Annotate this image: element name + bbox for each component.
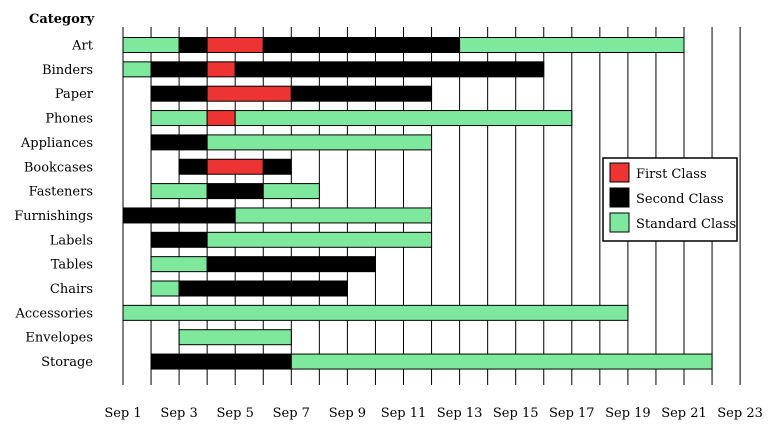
bar-labels-standard-class: [206, 231, 433, 248]
bar-fasteners-second-class: [206, 183, 264, 200]
bar-accessories-standard-class: [122, 304, 629, 321]
category-label-appliances: Appliances: [20, 136, 93, 151]
bar-fasteners-standard-class: [150, 183, 208, 200]
bar-binders-second-class: [234, 61, 545, 78]
category-label-labels: Labels: [50, 233, 93, 248]
bar-furnishings-standard-class: [234, 207, 433, 224]
bar-paper-second-class: [150, 85, 208, 102]
category-label-binders: Binders: [42, 63, 93, 78]
legend-swatch-standard-class: [609, 212, 630, 233]
category-label-envelopes: Envelopes: [25, 331, 93, 346]
bar-storage-standard-class: [290, 353, 713, 370]
bar-fasteners-standard-class: [262, 183, 320, 200]
x-tick-labels: Sep 1 Sep 3 Sep 5 Sep 7 Sep 9 Sep 11 Sep 13 Sep…: [104, 406, 763, 421]
category-label-bookcases: Bookcases: [24, 160, 93, 175]
category-label-storage: Storage: [41, 355, 93, 370]
y-axis-title: Category: [29, 12, 95, 27]
x-tick-label: Sep 3: [160, 406, 197, 421]
category-label-chairs: Chairs: [50, 282, 93, 297]
x-tick-label: Sep 11: [381, 406, 427, 421]
legend-label-standard-class: Standard Class: [636, 217, 736, 232]
legend-swatch-second-class: [609, 187, 630, 208]
bar-furnishings-second-class: [122, 207, 236, 224]
x-tick-label: Sep 9: [329, 406, 366, 421]
bar-paper-second-class: [290, 85, 433, 102]
bar-phones-standard-class: [234, 110, 573, 127]
category-label-paper: Paper: [55, 87, 94, 102]
bar-art-second-class: [178, 37, 208, 53]
x-tick-label: Sep 7: [273, 406, 310, 421]
category-labels: Art Binders Paper Phones Appliances Bookcases…: [14, 39, 93, 371]
legend-label-second-class: Second Class: [636, 192, 724, 207]
bar-art-standard-class: [459, 37, 685, 53]
bar-chairs-second-class: [178, 280, 348, 297]
bar-art-standard-class: [122, 37, 180, 53]
bar-appliances-second-class: [150, 134, 208, 151]
bar-envelopes-standard-class: [178, 329, 292, 346]
legend: First Class Second Class Standard Class: [602, 157, 738, 242]
bar-bookcases-second-class: [178, 158, 208, 175]
bar-phones-first-class: [206, 110, 236, 127]
bar-tables-second-class: [206, 256, 376, 273]
x-tick-label: Sep 17: [549, 406, 595, 421]
category-label-tables: Tables: [51, 258, 93, 273]
bar-bookcases-first-class: [206, 158, 264, 175]
bar-labels-second-class: [150, 231, 208, 248]
category-label-art: Art: [71, 39, 94, 54]
category-label-fasteners: Fasteners: [29, 185, 93, 200]
x-tick-label: Sep 15: [493, 406, 539, 421]
x-tick-label: Sep 23: [717, 406, 763, 421]
bar-art-first-class: [206, 37, 264, 53]
legend-label-first-class: First Class: [636, 167, 707, 182]
x-tick-label: Sep 21: [661, 406, 707, 421]
bar-binders-standard-class: [122, 61, 152, 78]
category-label-accessories: Accessories: [14, 306, 93, 321]
bar-storage-second-class: [150, 353, 292, 370]
bar-chairs-standard-class: [150, 280, 180, 297]
x-tick-label: Sep 5: [217, 406, 254, 421]
x-tick-label: Sep 19: [605, 406, 651, 421]
bar-bookcases-second-class: [262, 158, 292, 175]
category-label-furnishings: Furnishings: [14, 209, 93, 224]
x-tick-label: Sep 13: [437, 406, 483, 421]
bar-tables-standard-class: [150, 256, 208, 273]
bar-appliances-standard-class: [206, 134, 433, 151]
bar-art-second-class: [262, 37, 461, 53]
category-label-phones: Phones: [45, 112, 93, 127]
bar-binders-second-class: [150, 61, 208, 78]
bar-phones-standard-class: [150, 110, 208, 127]
legend-swatch-first-class: [609, 162, 630, 183]
bar-paper-first-class: [206, 85, 292, 102]
bar-binders-first-class: [206, 61, 236, 78]
bars: [122, 37, 713, 370]
x-tick-label: Sep 1: [104, 406, 141, 421]
